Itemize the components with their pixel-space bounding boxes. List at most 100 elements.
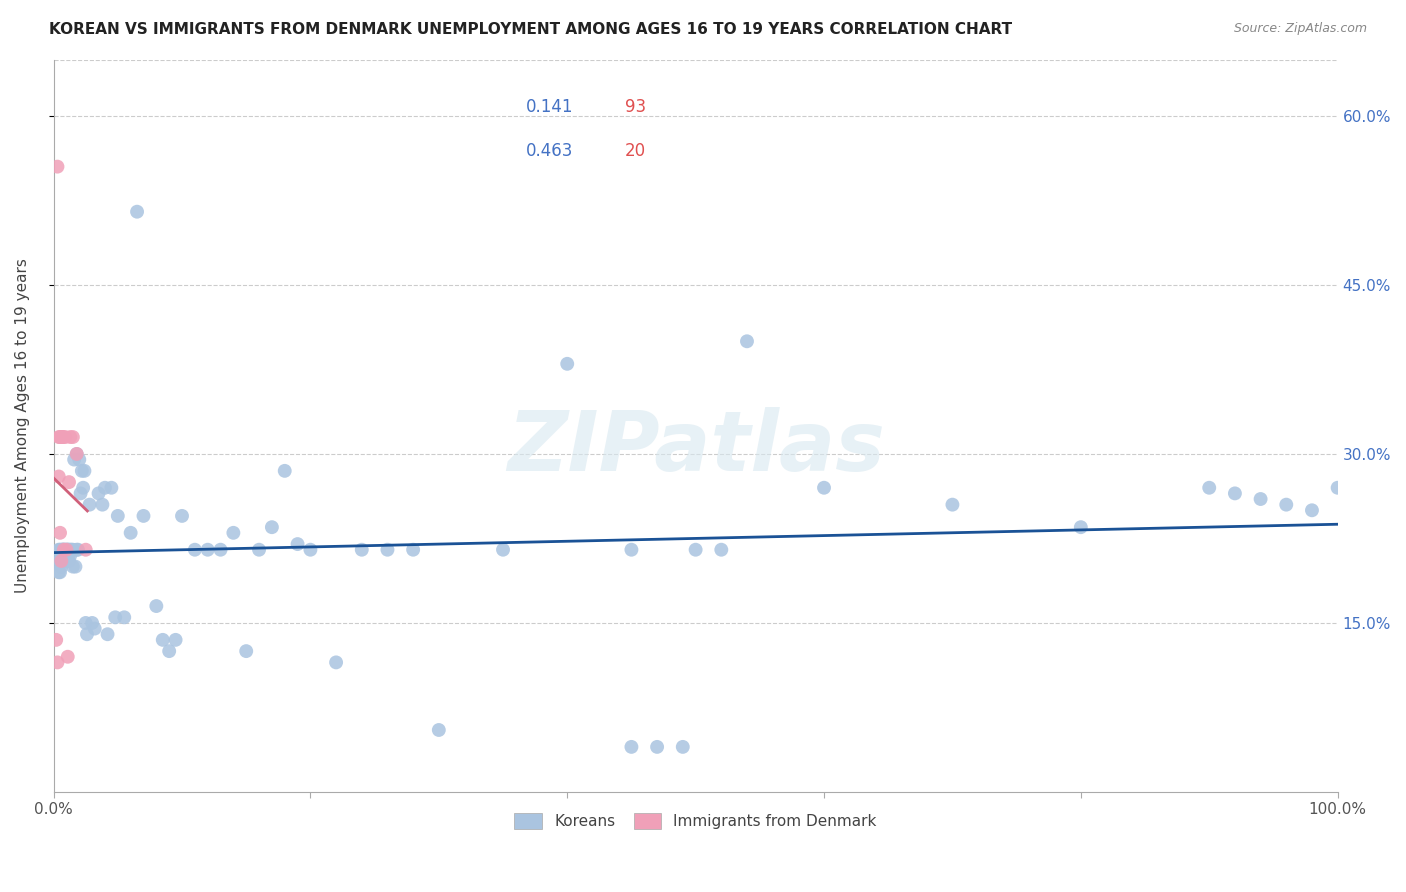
Point	[735, 334, 758, 349]
Point	[197, 542, 219, 557]
Point	[125, 204, 148, 219]
Point	[56, 649, 79, 664]
Point	[170, 508, 193, 523]
Point	[1198, 481, 1220, 495]
Point	[73, 464, 96, 478]
Point	[287, 537, 309, 551]
Point	[52, 430, 75, 444]
Point	[59, 549, 82, 563]
Point	[492, 542, 515, 557]
Y-axis label: Unemployment Among Ages 16 to 19 years: Unemployment Among Ages 16 to 19 years	[15, 259, 30, 593]
Point	[51, 554, 73, 568]
Point	[672, 739, 695, 754]
Point	[112, 610, 135, 624]
Point	[941, 498, 963, 512]
Point	[350, 542, 373, 557]
Point	[184, 542, 207, 557]
Point	[52, 554, 75, 568]
Point	[56, 542, 79, 557]
Point	[75, 542, 97, 557]
Point	[62, 430, 84, 444]
Point	[52, 542, 75, 557]
Point	[96, 627, 118, 641]
Point	[62, 559, 84, 574]
Point	[52, 430, 75, 444]
Point	[45, 632, 67, 647]
Point	[222, 525, 245, 540]
Point	[56, 549, 79, 563]
Point	[49, 566, 72, 580]
Point	[620, 542, 643, 557]
Point	[60, 542, 83, 557]
Point	[685, 542, 707, 557]
Point	[48, 542, 70, 557]
Point	[76, 627, 98, 641]
Point	[247, 542, 270, 557]
Point	[79, 498, 101, 512]
Point	[51, 542, 73, 557]
Point	[104, 610, 127, 624]
Point	[52, 542, 75, 557]
Point	[65, 559, 87, 574]
Point	[49, 430, 72, 444]
Point	[1326, 481, 1348, 495]
Point	[66, 447, 89, 461]
Point	[325, 656, 347, 670]
Point	[51, 559, 73, 574]
Point	[75, 615, 97, 630]
Point	[82, 615, 104, 630]
Point	[165, 632, 187, 647]
Point	[52, 554, 75, 568]
Text: 0.141: 0.141	[526, 98, 574, 116]
Point	[555, 357, 578, 371]
Point	[52, 542, 75, 557]
Point	[710, 542, 733, 557]
Point	[235, 644, 257, 658]
Point	[48, 430, 70, 444]
Point	[157, 644, 180, 658]
Point	[53, 549, 76, 563]
Point	[1301, 503, 1323, 517]
Point	[62, 542, 84, 557]
Text: KOREAN VS IMMIGRANTS FROM DENMARK UNEMPLOYMENT AMONG AGES 16 TO 19 YEARS CORRELA: KOREAN VS IMMIGRANTS FROM DENMARK UNEMPL…	[49, 22, 1012, 37]
Point	[52, 542, 75, 557]
Point	[63, 452, 86, 467]
Point	[91, 498, 114, 512]
Point	[51, 554, 73, 568]
Point	[59, 542, 82, 557]
Point	[58, 475, 80, 489]
Point	[49, 554, 72, 568]
Point	[645, 739, 668, 754]
Point	[132, 508, 155, 523]
Point	[260, 520, 283, 534]
Point	[70, 464, 93, 478]
Point	[55, 542, 77, 557]
Point	[46, 554, 69, 568]
Text: ZIPatlas: ZIPatlas	[506, 408, 884, 488]
Point	[100, 481, 122, 495]
Point	[46, 656, 69, 670]
Point	[1070, 520, 1092, 534]
Point	[152, 632, 174, 647]
Point	[53, 542, 76, 557]
Point	[83, 622, 105, 636]
Text: 93: 93	[626, 98, 647, 116]
Point	[49, 542, 72, 557]
Point	[209, 542, 232, 557]
Point	[46, 160, 69, 174]
Point	[59, 430, 82, 444]
Point	[48, 566, 70, 580]
Point	[274, 464, 297, 478]
Point	[48, 469, 70, 483]
Point	[145, 599, 167, 613]
Point	[66, 447, 89, 461]
Point	[49, 525, 72, 540]
Point	[51, 430, 73, 444]
Point	[66, 542, 89, 557]
Point	[94, 481, 117, 495]
Point	[1223, 486, 1246, 500]
Point	[58, 554, 80, 568]
Point	[66, 542, 89, 557]
Point	[72, 481, 94, 495]
Text: Source: ZipAtlas.com: Source: ZipAtlas.com	[1233, 22, 1367, 36]
